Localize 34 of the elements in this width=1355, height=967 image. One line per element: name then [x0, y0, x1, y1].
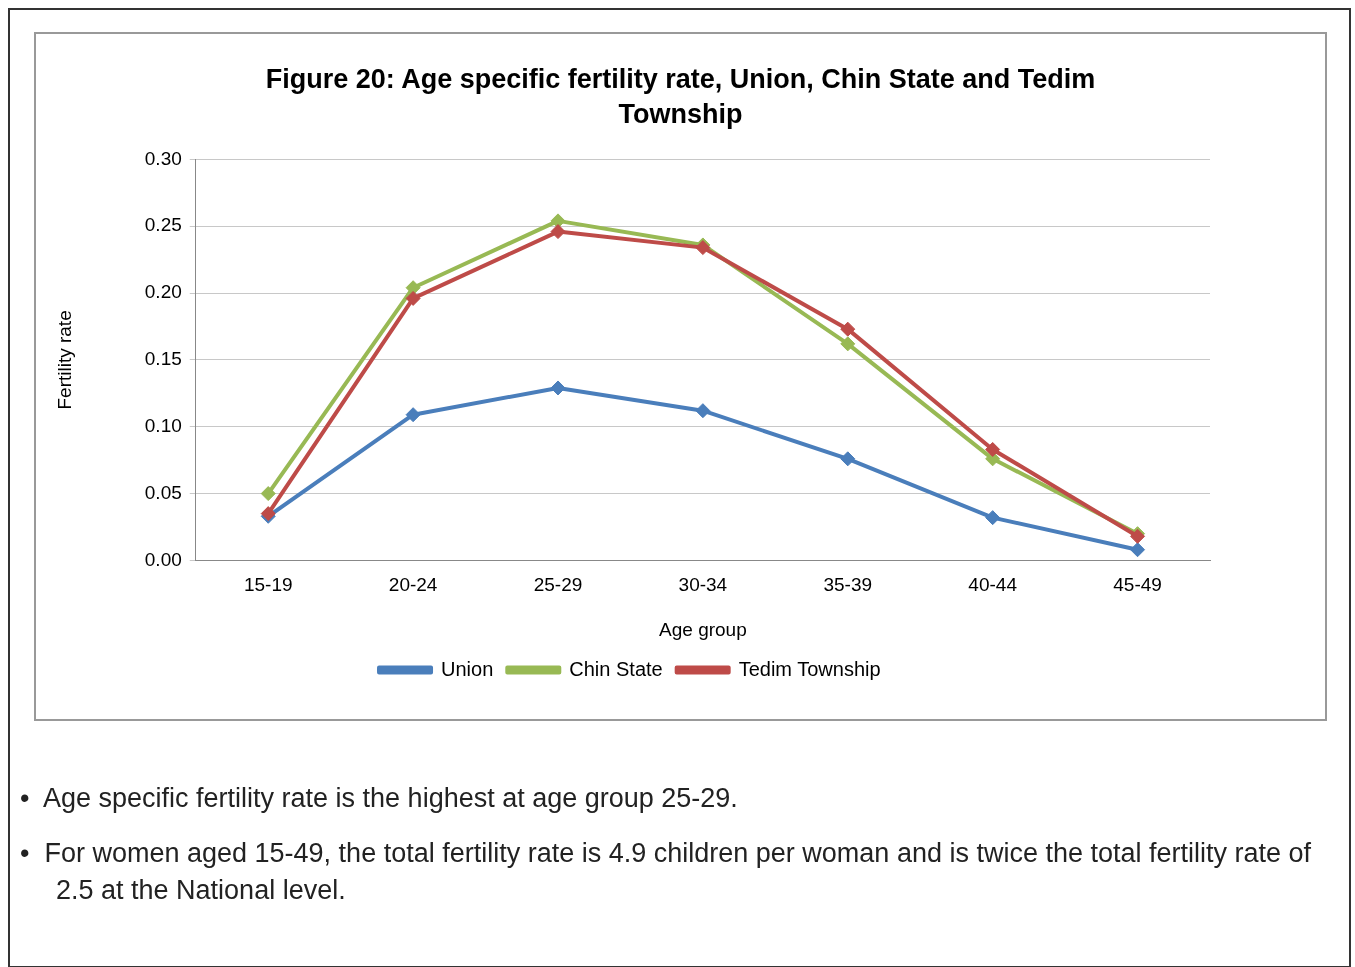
- point: [840, 321, 856, 337]
- point: [260, 486, 276, 502]
- point: [985, 510, 1001, 526]
- point: [405, 407, 421, 423]
- text: • For women aged 15-49, the total fertility rate is 4.9 children per woman and is twice the total fertility rate of 2.5 at the National level.: [20, 837, 1313, 907]
- point: [405, 290, 421, 306]
- y-tick-label: 0.05: [144, 481, 182, 503]
- x-tick-label: 20-24: [388, 574, 438, 596]
- legend-label: Chin State: [569, 657, 663, 680]
- chart-title: Figure 20: Age specific fertility rate, Union, Chin State and Tedim Township: [264, 63, 1097, 131]
- point: [695, 403, 711, 419]
- y-tick-label: 0.00: [144, 548, 182, 570]
- y-axis-title: Fertility rate: [53, 310, 75, 410]
- x-tick-label: 35-39: [823, 574, 873, 596]
- point: [840, 451, 856, 467]
- y-tick-label: 0.20: [144, 281, 182, 303]
- point: [840, 336, 856, 352]
- y-tick-label: 0.15: [144, 348, 182, 370]
- point: [985, 441, 1001, 457]
- x-tick-label: 40-44: [968, 574, 1018, 596]
- legend-label: Tedim Township: [738, 657, 881, 680]
- y-tick-label: 0.25: [144, 214, 182, 236]
- text: • Age specific fertility rate is the highest at age group 25-29.: [20, 782, 739, 815]
- point: [1130, 542, 1146, 558]
- y-tick-label: 0.10: [144, 414, 182, 436]
- x-tick-label: 25-29: [533, 574, 583, 596]
- point: [550, 224, 566, 240]
- point: [550, 380, 566, 396]
- legend-label: Union: [441, 657, 494, 680]
- x-axis-title: Age group: [659, 618, 747, 640]
- x-tick-label: 15-19: [243, 574, 293, 596]
- x-tick-label: 30-34: [678, 574, 728, 596]
- y-tick-label: 0.30: [144, 147, 182, 169]
- x-tick-label: 45-49: [1113, 574, 1162, 596]
